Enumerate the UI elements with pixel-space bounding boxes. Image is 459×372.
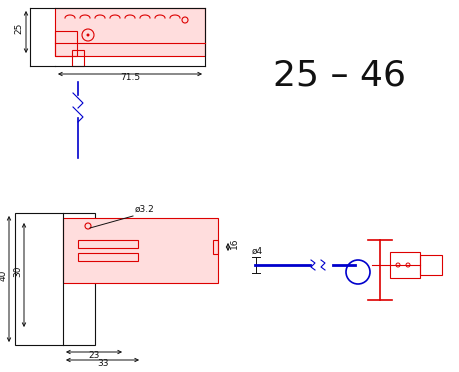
Text: 33: 33 [97,359,108,368]
Text: 25: 25 [15,23,23,34]
Bar [55,31,77,56]
Text: 16: 16 [229,237,238,249]
Text: ø3.2: ø3.2 [134,205,154,214]
Bar [15,213,95,345]
Bar [213,240,218,254]
Bar [78,253,138,261]
Text: 71.5: 71.5 [120,73,140,82]
Circle shape [86,33,90,36]
Text: ø4: ø4 [252,247,263,256]
Bar [78,240,138,248]
Bar [72,50,84,66]
Bar [419,255,441,275]
Bar [55,8,205,56]
Bar [389,252,419,278]
Text: 25 – 46: 25 – 46 [273,58,406,92]
Text: 30: 30 [13,266,22,277]
Text: 40: 40 [0,270,7,281]
Text: 23: 23 [88,351,100,360]
Bar [63,218,218,283]
